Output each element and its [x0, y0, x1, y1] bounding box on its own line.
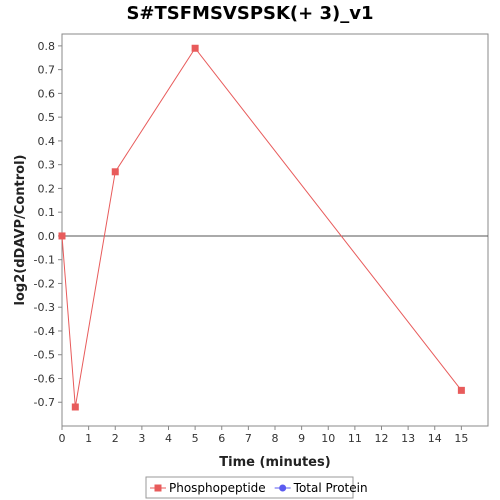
x-tick-label: 6	[218, 432, 225, 445]
x-tick-label: 2	[112, 432, 119, 445]
plot-area	[61, 33, 489, 427]
x-tick-label: 1	[85, 432, 92, 445]
y-tick-label: 0.3	[38, 159, 56, 172]
y-tick-label: -0.4	[34, 325, 55, 338]
x-tick-label: 0	[59, 432, 66, 445]
data-point	[71, 403, 79, 411]
data-point	[457, 386, 465, 394]
y-tick-label: -0.6	[34, 372, 55, 385]
legend-box	[145, 476, 354, 499]
x-axis: 0 1 2 3 4 5 6 7 8 9 10 11 12 13 14 15	[59, 426, 468, 445]
x-tick-label: 9	[298, 432, 305, 445]
x-tick-label: 10	[321, 432, 335, 445]
y-tick-label: -0.1	[34, 254, 55, 267]
y-axis-title: log2(dDAVP/Control)	[13, 155, 28, 306]
y-axis: -0.7 -0.6 -0.5 -0.4 -0.3 -0.2 -0.1 0.0 0.1 0.2 0.3…	[34, 40, 62, 409]
x-tick-label: 8	[272, 432, 279, 445]
data-point	[111, 168, 119, 176]
x-tick-label: 4	[165, 432, 172, 445]
chart-title: S#TSFMSVSPSK(+ 3)_v1	[126, 3, 374, 24]
y-tick-label: -0.3	[34, 301, 55, 314]
x-tick-label: 13	[401, 432, 415, 445]
y-tick-label: -0.5	[34, 349, 55, 362]
legend-marker	[279, 484, 287, 492]
y-tick-label: 0.1	[38, 206, 56, 219]
y-tick-label: 0.5	[38, 111, 56, 124]
legend-marker	[154, 484, 162, 492]
y-tick-label: -0.2	[34, 277, 55, 290]
y-tick-label: -0.7	[34, 396, 55, 409]
data-point	[191, 44, 199, 52]
y-tick-label: 0.7	[38, 64, 56, 77]
legend-label: Total Protein	[293, 481, 368, 495]
x-tick-label: 14	[428, 432, 442, 445]
series-layer	[58, 44, 465, 411]
y-tick-label: 0.8	[38, 40, 56, 53]
y-tick-label: 0.4	[38, 135, 56, 148]
data-point	[58, 232, 66, 240]
x-tick-label: 12	[375, 432, 389, 445]
x-tick-label: 5	[192, 432, 199, 445]
x-tick-label: 7	[245, 432, 252, 445]
y-tick-label: 0.2	[38, 182, 56, 195]
x-axis-title: Time (minutes)	[219, 455, 330, 470]
legend: Phosphopeptide Total Protein	[150, 481, 368, 495]
y-tick-label: 0.0	[38, 230, 56, 243]
x-tick-label: 3	[138, 432, 145, 445]
legend-label: Phosphopeptide	[169, 481, 266, 495]
y-tick-label: 0.6	[38, 87, 56, 100]
x-tick-label: 11	[348, 432, 362, 445]
x-tick-label: 15	[454, 432, 468, 445]
